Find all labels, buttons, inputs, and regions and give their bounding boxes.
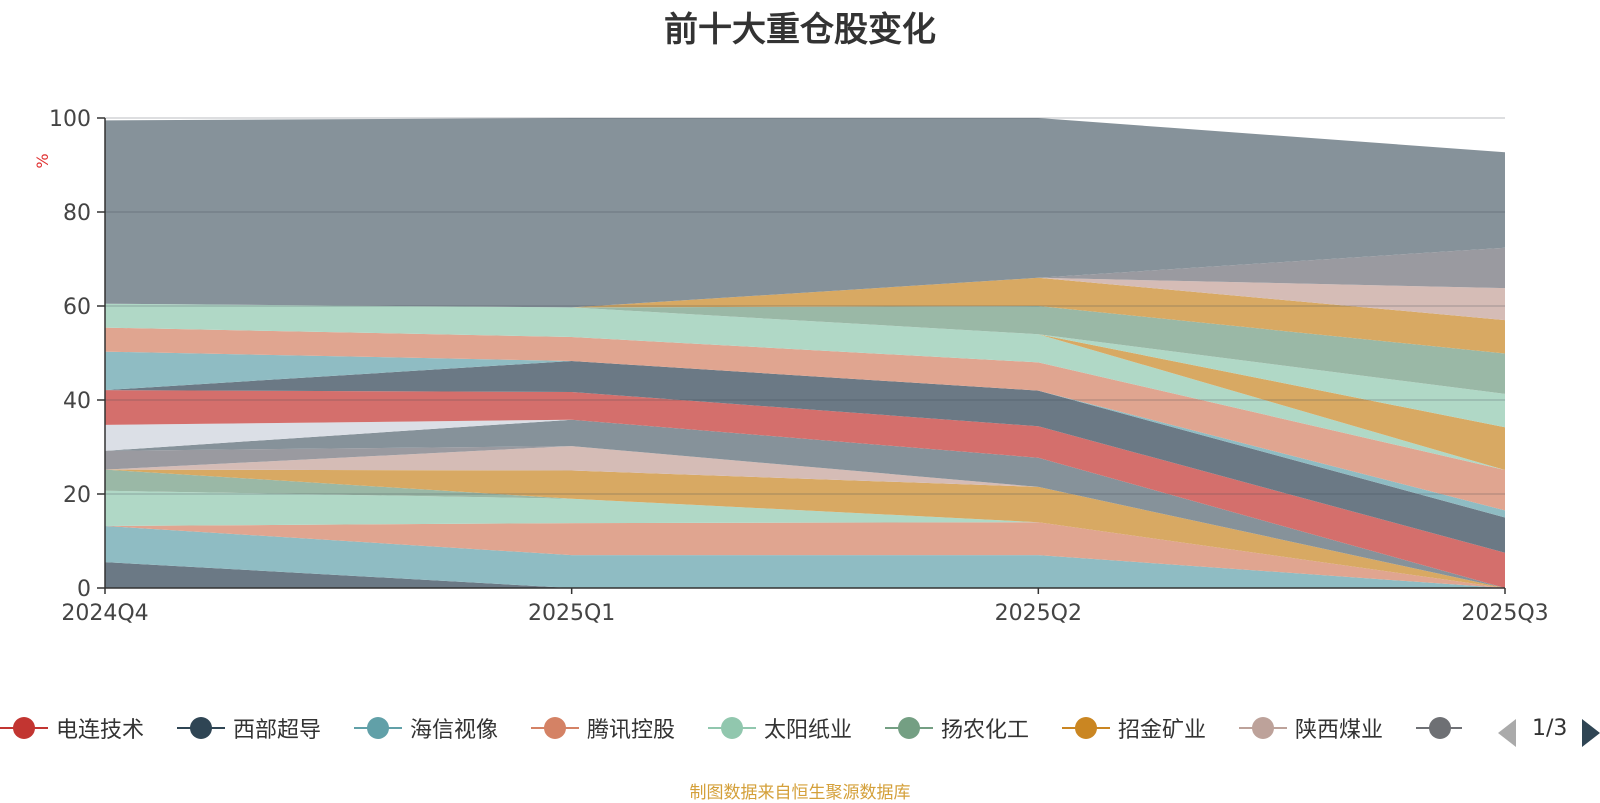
legend-marker-icon <box>885 714 933 742</box>
legend-item-5[interactable]: 太阳纸业 <box>708 712 852 744</box>
data-source-note: 制图数据来自恒生聚源数据库 <box>689 783 911 803</box>
legend-marker-icon <box>0 714 48 742</box>
legend-item-4[interactable]: 腾讯控股 <box>531 712 675 744</box>
y-tick-label: 20 <box>63 483 91 508</box>
area-series-22 <box>105 277 1505 354</box>
y-axis-unit-label: % <box>33 153 52 168</box>
area-series-21 <box>105 303 1505 394</box>
area-series-3 <box>105 522 1505 588</box>
y-tick-label: 80 <box>63 201 91 226</box>
legend-item-8[interactable]: 陕西煤业 <box>1239 712 1383 744</box>
legend-marker-icon <box>531 714 579 742</box>
y-tick-label: 0 <box>77 577 91 602</box>
area-series-11 <box>105 390 1505 588</box>
legend-prev-page-icon[interactable] <box>1498 719 1516 747</box>
legend-label: 海信视像 <box>410 718 499 743</box>
area-series-4 <box>105 490 1505 588</box>
legend-marker-icon <box>1062 714 1110 742</box>
area-series-15 <box>105 303 1505 470</box>
legend-marker-icon <box>708 714 756 742</box>
area-series-14 <box>105 327 1505 511</box>
area-series-13 <box>105 351 1505 518</box>
legend-item-1[interactable]: 电连技术 <box>0 712 144 744</box>
area-series-25 <box>105 118 1505 308</box>
area-series-17 <box>105 303 1505 470</box>
legend-label: 腾讯控股 <box>587 718 676 743</box>
area-series-7 <box>105 446 1505 588</box>
area-series-6 <box>105 469 1505 588</box>
legend-next-page-icon[interactable] <box>1582 719 1600 747</box>
area-series-1 <box>105 562 1505 588</box>
area-series-10 <box>105 419 1505 588</box>
legend-label: 招金矿业 <box>1118 718 1207 743</box>
y-tick-label: 40 <box>63 389 91 414</box>
area-series-9 <box>105 419 1505 588</box>
legend-marker-icon <box>1239 714 1287 742</box>
legend-label: 扬农化工 <box>941 718 1030 743</box>
legend-item-2[interactable]: 西部超导 <box>177 712 321 744</box>
legend-items-viewport: 电连技术 西部超导 海信视像 腾讯控股 太阳纸业 扬农化工 招金矿业 陕西煤业 海 <box>0 712 1462 752</box>
x-tick-label: 2025Q1 <box>528 601 615 626</box>
area-series-20 <box>105 303 1505 428</box>
legend-item-3[interactable]: 海信视像 <box>354 712 498 744</box>
area-series-group <box>105 118 1505 588</box>
legend-marker-icon <box>1416 714 1462 742</box>
area-series-8 <box>105 446 1505 588</box>
chart-title: 前十大重仓股变化 <box>664 10 936 50</box>
y-tick-label: 60 <box>63 295 91 320</box>
legend-marker-icon <box>354 714 402 742</box>
legend-label: 太阳纸业 <box>764 718 853 743</box>
legend-item-6[interactable]: 扬农化工 <box>885 712 1029 744</box>
legend-item-7[interactable]: 招金矿业 <box>1062 712 1206 744</box>
x-tick-label: 2025Q3 <box>1461 601 1548 626</box>
legend-label: 西部超导 <box>233 718 322 743</box>
x-tick-label: 2024Q4 <box>61 601 148 626</box>
area-series-23 <box>105 277 1505 321</box>
grid-lines <box>105 117 1505 495</box>
area-series-12 <box>105 361 1505 553</box>
area-series-5 <box>105 469 1505 588</box>
area-series-2 <box>105 526 1505 588</box>
x-tick-label: 2025Q2 <box>995 601 1082 626</box>
legend-marker-icon <box>177 714 225 742</box>
legend-item-9[interactable]: 海 <box>1416 712 1462 744</box>
area-series-24 <box>105 247 1505 308</box>
legend: 电连技术 西部超导 海信视像 腾讯控股 太阳纸业 扬农化工 招金矿业 陕西煤业 海 <box>0 712 1600 752</box>
legend-label: 电连技术 <box>56 718 145 743</box>
legend-label: 陕西煤业 <box>1295 718 1384 743</box>
legend-page-label: 1/3 <box>1532 716 1568 741</box>
y-tick-label: 100 <box>49 107 91 132</box>
axes-group: 0 20 40 60 80 100 2024Q4 2025Q1 2025Q2 2025Q3% <box>33 107 1549 626</box>
